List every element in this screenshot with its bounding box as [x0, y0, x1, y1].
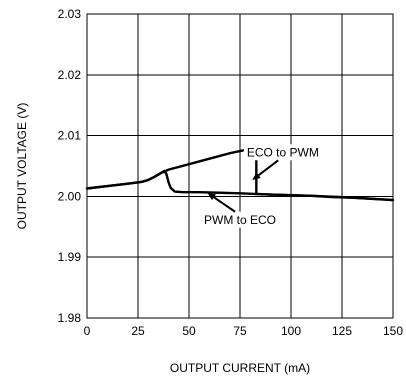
annotation-arrowhead-1: [252, 172, 261, 180]
plot-frame: [86, 13, 394, 319]
y-tick-labels: 1.98 1.99 2.00 2.01 2.02 2.03: [58, 7, 82, 325]
x-tick-label: 0: [84, 324, 91, 338]
grid: [87, 14, 393, 318]
x-tick-label: 50: [182, 324, 196, 338]
x-axis-label: OUTPUT CURRENT (mA): [170, 361, 310, 375]
y-tick-label: 2.02: [58, 68, 82, 82]
annotation-arrowhead-2: [207, 192, 216, 201]
annotation-leader-2: [213, 196, 236, 213]
y-axis-label: OUTPUT VOLTAGE (V): [15, 103, 29, 230]
y-tick-label: 1.98: [58, 311, 82, 325]
annotation-label-1: ECO to PWM: [247, 145, 319, 159]
series-group: [85, 145, 395, 202]
annotation-label-2: PWM to ECO: [204, 213, 276, 227]
x-tick-label: 75: [233, 324, 247, 338]
x-tick-label: 125: [332, 324, 352, 338]
annotation-leader-1: [258, 159, 279, 176]
annotations: ECO to PWM PWM to ECO: [200, 144, 322, 228]
x-tick-label: 150: [383, 324, 403, 338]
y-tick-label: 2.01: [58, 129, 82, 143]
x-tick-labels: 0 25 50 75 100 125 150: [84, 324, 404, 338]
y-tick-label: 2.00: [58, 189, 82, 203]
y-tick-label: 1.99: [58, 250, 82, 264]
x-tick-label: 25: [131, 324, 145, 338]
annotation-bg-2: [200, 211, 280, 228]
y-tick-label: 2.03: [58, 7, 82, 21]
series-line-2: [85, 169, 395, 202]
x-tick-label: 100: [281, 324, 301, 338]
annotation-bg-1: [243, 144, 322, 161]
